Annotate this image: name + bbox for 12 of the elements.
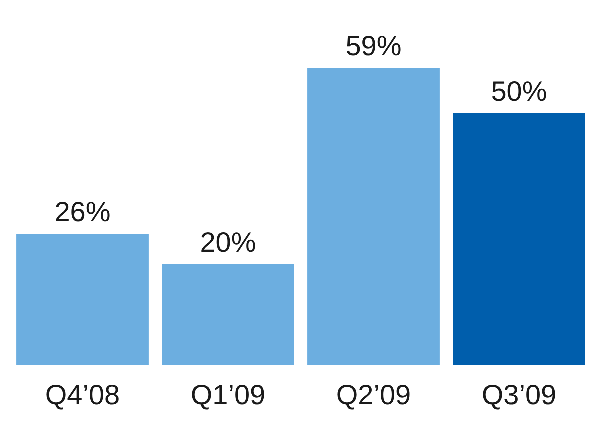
data-label: 59%: [346, 30, 402, 62]
bar: [162, 264, 294, 365]
x-tick-label: Q1’09: [190, 380, 266, 410]
data-label: 50%: [491, 76, 548, 107]
x-tick-label: Q4’08: [45, 380, 120, 410]
data-label: 26%: [54, 196, 111, 228]
x-tick-label: Q3’09: [482, 380, 557, 410]
bar: [308, 68, 440, 365]
x-tick-label: Q2’09: [336, 380, 412, 410]
data-label: 20%: [200, 226, 256, 258]
bar: [16, 234, 149, 365]
bar: [453, 113, 586, 365]
